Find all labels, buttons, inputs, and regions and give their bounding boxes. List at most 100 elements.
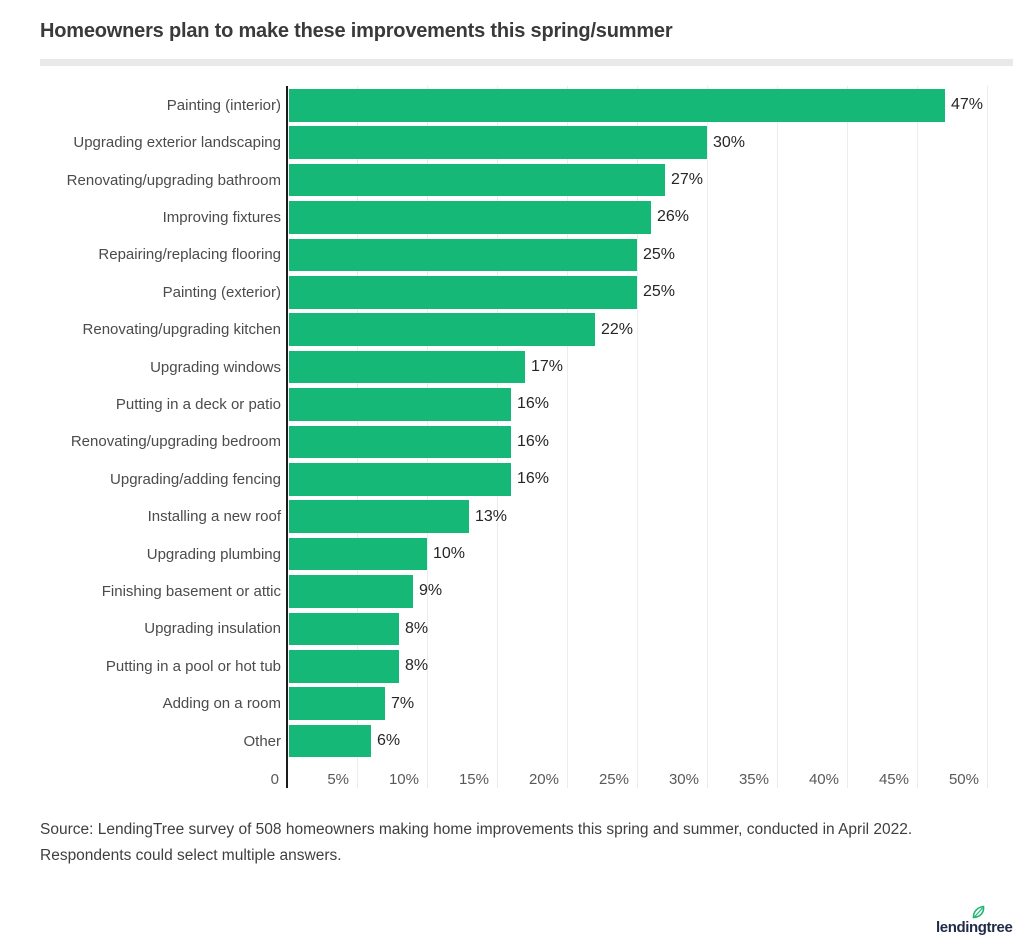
- source-line-2: Respondents could select multiple answer…: [40, 847, 342, 864]
- category-label: Painting (exterior): [162, 283, 281, 301]
- bar: [289, 687, 385, 720]
- bar-row: Painting (interior) 47%: [0, 89, 1024, 122]
- bar: [289, 163, 665, 197]
- category-label: Upgrading plumbing: [146, 545, 281, 563]
- bar: [289, 612, 399, 646]
- gridline-40: [847, 86, 848, 788]
- gridline-35: [777, 86, 778, 788]
- bar: [289, 650, 399, 683]
- value-label: 10%: [433, 545, 466, 563]
- x-tick-label: 45%: [878, 771, 909, 788]
- lendingtree-logo: lendingtree: [936, 905, 1016, 937]
- x-tick-label: 35%: [738, 771, 769, 788]
- bar: [289, 500, 469, 533]
- value-label: 16%: [517, 432, 550, 450]
- category-label: Renovating/upgrading kitchen: [82, 321, 281, 339]
- bar-row: Repairing/replacing flooring 25%: [0, 238, 1024, 272]
- category-label: Putting in a deck or patio: [115, 395, 281, 413]
- category-label: Upgrading exterior landscaping: [73, 134, 281, 152]
- bar-row: Painting (exterior) 25%: [0, 276, 1024, 309]
- x-tick-label: 10%: [388, 771, 419, 788]
- x-tick-label: 5%: [327, 771, 349, 788]
- value-label: 16%: [517, 395, 550, 413]
- value-label: 25%: [643, 245, 676, 263]
- gridline-20: [567, 86, 568, 788]
- bar-chart: Painting (interior) 47% Upgrading exterior…: [0, 86, 1024, 788]
- category-label: Upgrading windows: [150, 358, 281, 376]
- category-label: Installing a new roof: [147, 508, 281, 526]
- logo-text: lendingtree: [936, 919, 1013, 936]
- bar-row: Installing a new roof 13%: [0, 500, 1024, 533]
- value-label: 47%: [951, 96, 984, 114]
- bar: [289, 126, 707, 159]
- bar-row: Upgrading insulation 8%: [0, 612, 1024, 646]
- bar: [289, 724, 371, 758]
- value-label: 22%: [601, 320, 634, 338]
- value-label: 17%: [531, 358, 564, 376]
- bar-row: Other 6%: [0, 724, 1024, 758]
- category-label: Adding on a room: [162, 695, 281, 713]
- bar-row: Upgrading/adding fencing 16%: [0, 463, 1024, 496]
- x-tick-label: 15%: [458, 771, 489, 788]
- gridline-50: [987, 86, 988, 788]
- category-label: Finishing basement or attic: [101, 582, 281, 600]
- category-label: Upgrading/adding fencing: [110, 470, 281, 488]
- bar-row: Putting in a pool or hot tub 8%: [0, 650, 1024, 683]
- value-label: 16%: [517, 470, 550, 488]
- x-tick-label: 20%: [528, 771, 559, 788]
- value-label: 7%: [391, 694, 415, 712]
- bar: [289, 575, 413, 608]
- bar-row: Improving fixtures 26%: [0, 201, 1024, 234]
- bar: [289, 350, 525, 384]
- category-label: Other: [243, 732, 281, 750]
- gridline-30: [707, 86, 708, 788]
- bar-row: Finishing basement or attic 9%: [0, 575, 1024, 608]
- value-label: 13%: [475, 507, 508, 525]
- source-line-1: Source: LendingTree survey of 508 homeow…: [40, 821, 913, 838]
- x-tick-label: 40%: [808, 771, 839, 788]
- category-label: Improving fixtures: [162, 208, 281, 226]
- x-tick-label: 30%: [668, 771, 699, 788]
- source-note: Source: LendingTree survey of 508 homeow…: [40, 817, 990, 869]
- bar: [289, 276, 637, 309]
- category-label: Repairing/replacing flooring: [98, 246, 281, 264]
- value-label: 6%: [377, 732, 401, 750]
- bar: [289, 201, 651, 234]
- bar: [289, 238, 637, 272]
- bar-row: Adding on a room 7%: [0, 687, 1024, 720]
- bar-row: Upgrading windows 17%: [0, 350, 1024, 384]
- category-label: Upgrading insulation: [144, 620, 281, 638]
- value-label: 8%: [405, 619, 429, 637]
- leaf-icon: [972, 905, 985, 919]
- bar: [289, 89, 945, 122]
- value-label: 25%: [643, 283, 676, 301]
- value-label: 26%: [657, 208, 690, 226]
- value-label: 30%: [713, 133, 746, 151]
- x-tick-label: 25%: [598, 771, 629, 788]
- bar-row: Putting in a deck or patio 16%: [0, 388, 1024, 421]
- x-tick-label: 0: [270, 771, 279, 788]
- category-label: Renovating/upgrading bathroom: [66, 171, 281, 189]
- value-label: 27%: [671, 171, 704, 189]
- category-label: Renovating/upgrading bedroom: [70, 433, 281, 451]
- bar-row: Renovating/upgrading kitchen 22%: [0, 313, 1024, 346]
- bar-row: Renovating/upgrading bedroom 16%: [0, 425, 1024, 459]
- bar: [289, 313, 595, 346]
- bar: [289, 463, 511, 496]
- category-label: Putting in a pool or hot tub: [105, 657, 281, 675]
- x-tick-label: 50%: [948, 771, 979, 788]
- bar: [289, 537, 427, 571]
- y-axis-line: [286, 86, 288, 788]
- bar-row: Renovating/upgrading bathroom 27%: [0, 163, 1024, 197]
- gridline-25: [637, 86, 638, 788]
- value-label: 8%: [405, 657, 429, 675]
- gridline-45: [917, 86, 918, 788]
- bar-row: Upgrading exterior landscaping 30%: [0, 126, 1024, 159]
- bar: [289, 388, 511, 421]
- bar: [289, 425, 511, 459]
- chart-title: Homeowners plan to make these improvemen…: [40, 20, 673, 42]
- value-label: 9%: [419, 582, 443, 600]
- category-label: Painting (interior): [166, 96, 281, 114]
- title-divider: [40, 59, 1013, 66]
